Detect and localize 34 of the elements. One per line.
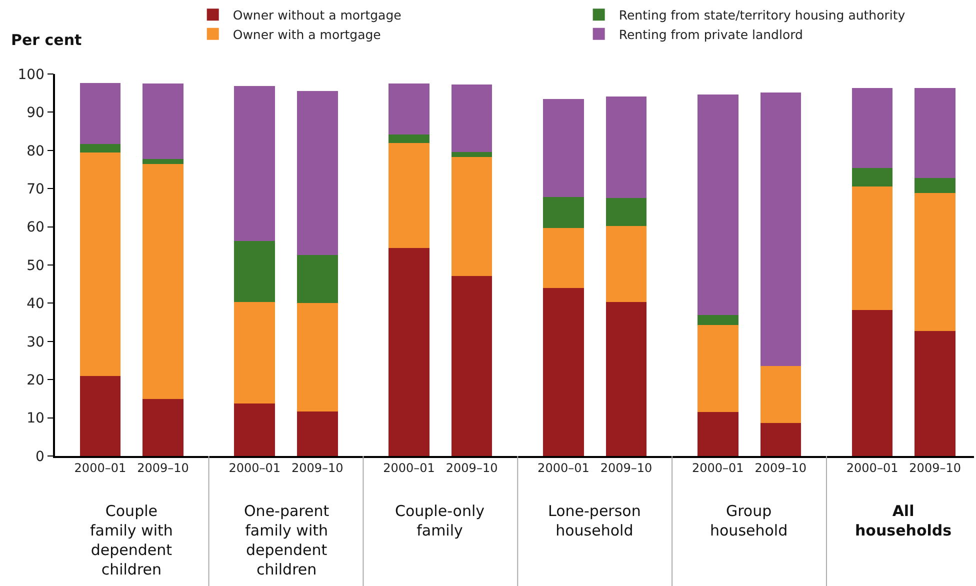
x-tick-label: 2000–01 — [74, 461, 126, 476]
text: Couple family with dependent children — [90, 502, 173, 578]
x-tick-label: 2000–01 — [228, 461, 281, 476]
y-tick-label: 20 — [26, 372, 44, 388]
x-tick-label: 2009–10 — [446, 461, 498, 476]
y-tick-label: 30 — [26, 334, 44, 350]
x-tick-label: 2000–01 — [692, 461, 744, 476]
text: Couple-only family — [395, 502, 485, 540]
y-tick-label: 0 — [36, 448, 44, 465]
y-tick-label: 10 — [26, 410, 44, 427]
legend-label: Owner without a mortgage — [232, 8, 402, 22]
legend-label: Renting from private landlord — [618, 26, 803, 42]
x-tick-label: 2009–10 — [291, 461, 344, 476]
y-tick-label: 40 — [26, 296, 44, 312]
x-tick-label: 2009–10 — [909, 461, 961, 476]
x-tick-label: 2000–01 — [383, 461, 435, 476]
y-tick-label: 60 — [26, 220, 44, 236]
text: One-parent family with dependent children — [244, 502, 330, 578]
y-axis-title: Per cent — [11, 31, 82, 49]
x-tick-label: 2009–10 — [137, 461, 189, 476]
x-tick-label: 2000–01 — [538, 461, 590, 476]
text: All households — [855, 502, 952, 540]
x-tick-label: 2000–01 — [846, 461, 898, 476]
y-tick-label: 100 — [18, 66, 44, 83]
text: Group household — [710, 502, 788, 540]
x-tick-label: 2009–10 — [754, 461, 807, 476]
text: Lone-person household — [548, 502, 641, 540]
x-tick-label: 2009–10 — [600, 461, 652, 476]
y-tick-label: 90 — [26, 105, 44, 122]
y-tick-label: 80 — [26, 143, 44, 160]
y-tick-label: 70 — [26, 182, 44, 198]
legend-label: Owner with a mortgage — [232, 26, 382, 42]
y-tick-label: 50 — [26, 258, 44, 274]
legend-label: Renting from state/territory housing authority — [618, 8, 906, 22]
